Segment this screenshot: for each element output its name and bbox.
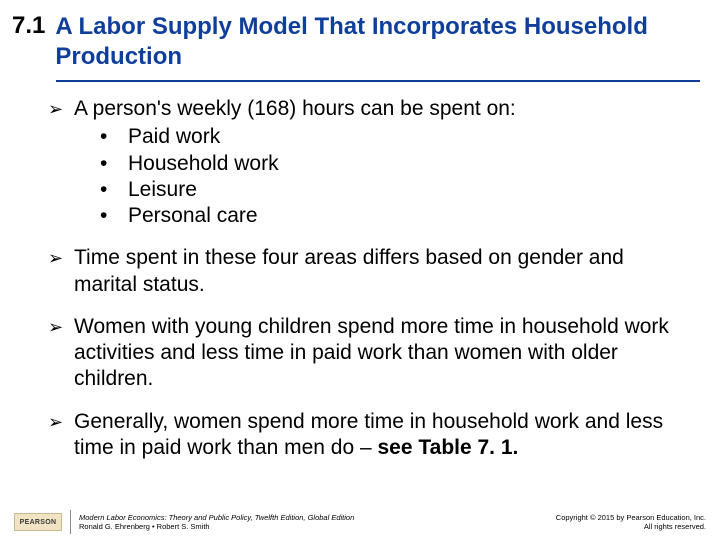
bullet-block-3: ➢ Women with young children spend more t… <box>48 314 688 393</box>
book-title: Modern Labor Economics: Theory and Publi… <box>79 513 354 522</box>
footer: PEARSON Modern Labor Economics: Theory a… <box>0 510 720 534</box>
bullet-level1: ➢ Time spent in these four areas differs… <box>48 245 688 298</box>
dot-icon: • <box>100 203 128 229</box>
footer-left: Modern Labor Economics: Theory and Publi… <box>79 513 556 531</box>
dot-icon: • <box>100 124 128 150</box>
bullet-level1: ➢ A person's weekly (168) hours can be s… <box>48 96 688 122</box>
bullet-block-1: ➢ A person's weekly (168) hours can be s… <box>48 96 688 229</box>
bullet-text-bold: see Table 7. 1. <box>378 436 519 459</box>
bullet-level2: • Household work <box>100 151 688 177</box>
arrow-icon: ➢ <box>48 314 74 393</box>
arrow-icon: ➢ <box>48 409 74 462</box>
slide-title: A Labor Supply Model That Incorporates H… <box>55 12 700 72</box>
bullet-text-prefix: Generally, women spend more time in hous… <box>74 410 663 459</box>
dot-icon: • <box>100 151 128 177</box>
arrow-icon: ➢ <box>48 245 74 298</box>
dot-icon: • <box>100 177 128 203</box>
sub-bullet-text: Personal care <box>128 203 688 229</box>
book-authors: Ronald G. Ehrenberg • Robert S. Smith <box>79 522 210 531</box>
bullet-level1: ➢ Women with young children spend more t… <box>48 314 688 393</box>
sub-bullet-text: Leisure <box>128 177 688 203</box>
bullet-block-4: ➢ Generally, women spend more time in ho… <box>48 409 688 462</box>
slide: 7.1 A Labor Supply Model That Incorporat… <box>0 0 720 540</box>
bullet-text: Time spent in these four areas differs b… <box>74 245 688 298</box>
bullet-level2: • Personal care <box>100 203 688 229</box>
footer-divider <box>70 510 71 534</box>
bullet-level1: ➢ Generally, women spend more time in ho… <box>48 409 688 462</box>
arrow-icon: ➢ <box>48 96 74 122</box>
sub-bullet-text: Paid work <box>128 124 688 150</box>
bullet-block-2: ➢ Time spent in these four areas differs… <box>48 245 688 298</box>
bullet-text: Generally, women spend more time in hous… <box>74 409 688 462</box>
copyright-line1: Copyright © 2015 by Pearson Education, I… <box>556 513 706 522</box>
content-area: ➢ A person's weekly (168) hours can be s… <box>0 82 720 461</box>
bullet-level2: • Leisure <box>100 177 688 203</box>
bullet-level2: • Paid work <box>100 124 688 150</box>
copyright-line2: All rights reserved. <box>644 522 706 531</box>
section-number: 7.1 <box>12 12 45 41</box>
title-row: 7.1 A Labor Supply Model That Incorporat… <box>0 0 720 78</box>
bullet-text: Women with young children spend more tim… <box>74 314 688 393</box>
sub-bullet-text: Household work <box>128 151 688 177</box>
pearson-logo: PEARSON <box>14 513 62 531</box>
footer-right: Copyright © 2015 by Pearson Education, I… <box>556 513 706 531</box>
bullet-text: A person's weekly (168) hours can be spe… <box>74 96 688 122</box>
